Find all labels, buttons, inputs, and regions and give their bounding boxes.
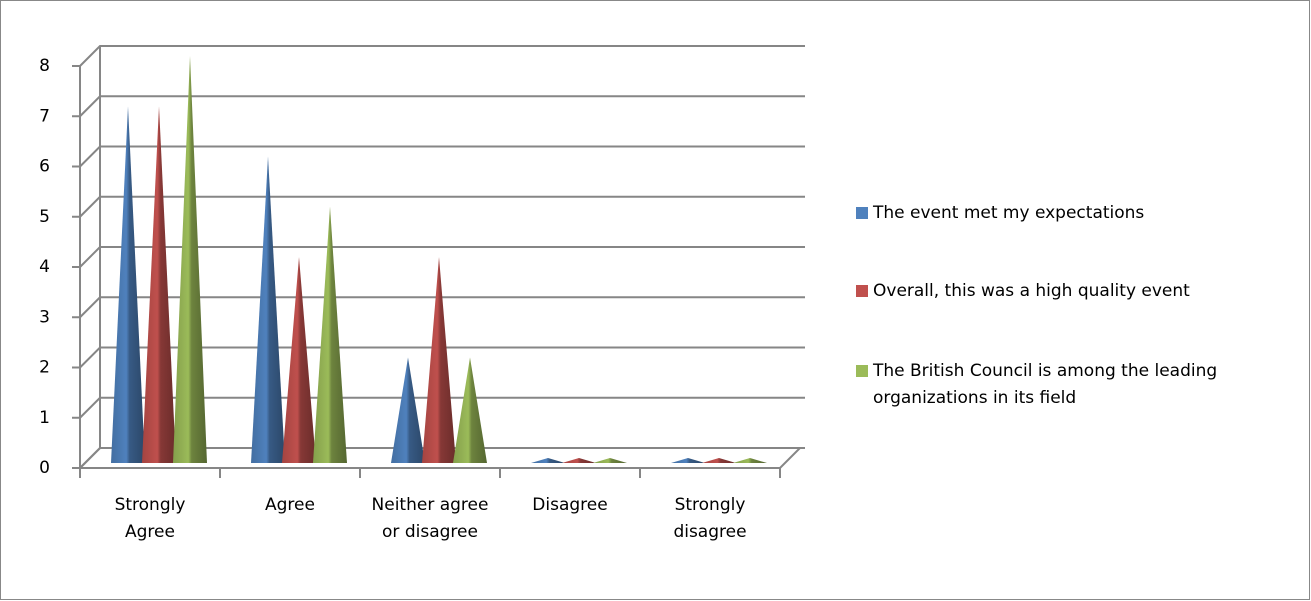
cone: [313, 206, 347, 463]
y-tick-label: 2: [39, 358, 50, 378]
cone: [453, 357, 487, 463]
grid-line: [79, 246, 805, 268]
grid-line: [79, 195, 805, 218]
y-tick-label: 1: [39, 408, 50, 428]
grid-line: [79, 145, 805, 168]
legend-label: The event met my expectations: [873, 203, 1145, 223]
grid-line: [79, 396, 805, 419]
x-tick-label: Strongly Agree: [114, 495, 186, 542]
legend-swatch: [856, 207, 868, 219]
x-tick-label: Strongly disagree: [673, 495, 747, 542]
cone: [391, 357, 425, 463]
y-tick-label: 7: [39, 106, 50, 126]
grid-line: [79, 346, 805, 369]
cone: [111, 106, 145, 463]
y-tick-label: 5: [39, 207, 50, 227]
grid-line: [79, 296, 805, 318]
y-tick-label: 3: [39, 307, 50, 327]
cone: [733, 458, 767, 463]
cone: [593, 458, 627, 463]
legend-swatch: [856, 365, 868, 377]
y-tick-label: 0: [39, 458, 50, 478]
legend-label: The British Council is among the leading…: [873, 361, 1218, 408]
grid-line: [79, 95, 805, 117]
legend-label: Overall, this was a high quality event: [873, 281, 1190, 301]
grid-line: [79, 447, 805, 469]
legend-swatch: [856, 285, 868, 297]
cone: [702, 458, 736, 463]
x-tick-label: Disagree: [532, 495, 608, 515]
x-tick-label: Neither agree or disagree: [371, 495, 489, 542]
cone: [251, 156, 285, 463]
x-tick-label: Agree: [265, 495, 315, 515]
cone: [531, 458, 565, 463]
cone: [562, 458, 596, 463]
cone: [282, 257, 316, 463]
y-tick-label: 4: [39, 257, 50, 277]
cone: [671, 458, 705, 463]
cone: [422, 257, 456, 463]
cone: [173, 56, 207, 463]
y-tick-label: 6: [39, 157, 50, 177]
cone: [142, 106, 176, 463]
y-tick-label: 8: [39, 56, 50, 76]
grid-line: [79, 45, 805, 67]
